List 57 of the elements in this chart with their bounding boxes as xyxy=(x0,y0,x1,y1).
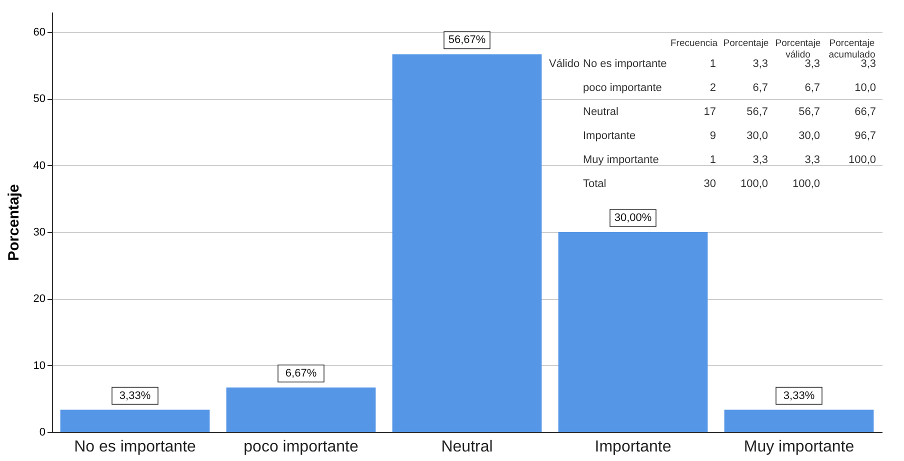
annotation: Válido xyxy=(549,58,580,70)
annotation: Total xyxy=(583,178,606,190)
annotation: 3,3 xyxy=(804,154,820,166)
annotation: 3,3 xyxy=(804,58,820,70)
annotation: Frecuencia xyxy=(670,38,718,49)
y-tick-label: 0 xyxy=(39,426,46,438)
x-tick-label: poco importante xyxy=(244,438,358,456)
annotation: poco importante xyxy=(583,82,662,94)
bar xyxy=(226,388,376,432)
annotation: 3,3 xyxy=(752,58,768,70)
x-tick-label: Neutral xyxy=(441,438,493,456)
y-tick-label: 60 xyxy=(33,26,46,38)
annotation: 96,7 xyxy=(854,130,876,142)
annotation: 30,0 xyxy=(746,130,768,142)
annotation: 17 xyxy=(704,106,716,118)
bar xyxy=(558,232,708,432)
annotation: 6,7 xyxy=(752,82,768,94)
annotation: No es importante xyxy=(583,58,667,70)
annotation: 10,0 xyxy=(854,82,876,94)
annotation: 100,0 xyxy=(792,178,820,190)
annotation: Neutral xyxy=(583,106,618,118)
y-tick-label: 20 xyxy=(33,293,46,306)
annotation: 30,0 xyxy=(798,130,820,142)
annotation: 3,3 xyxy=(860,58,876,70)
y-axis-title: Porcentaje xyxy=(5,184,22,261)
y-tick-label: 40 xyxy=(33,160,46,172)
annotation: Importante xyxy=(583,130,636,142)
annotation: 9 xyxy=(710,130,716,142)
y-tick-label: 30 xyxy=(33,226,46,238)
annotation: 30 xyxy=(704,178,716,190)
annotation: Porcentaje acumulado xyxy=(828,38,876,60)
annotation: 66,7 xyxy=(854,106,876,118)
annotation: 56,7 xyxy=(798,106,820,118)
annotation: 1 xyxy=(710,154,716,166)
annotation: 100,0 xyxy=(848,154,876,166)
y-tick-label: 10 xyxy=(33,360,46,372)
annotation: 3,3 xyxy=(752,154,768,166)
annotation: Muy importante xyxy=(583,154,659,166)
bar xyxy=(724,410,874,432)
bar xyxy=(392,54,542,432)
annotation: 100,0 xyxy=(740,178,768,190)
annotation: Porcentaje xyxy=(723,38,769,49)
annotation: 2 xyxy=(710,82,716,94)
annotation: 6,7 xyxy=(804,82,820,94)
data-label: 3,33% xyxy=(119,390,151,402)
data-label: 6,67% xyxy=(285,368,317,380)
data-label: 30,00% xyxy=(614,212,652,224)
x-tick-label: Muy importante xyxy=(744,438,854,456)
x-tick-label: No es importante xyxy=(74,438,196,456)
annotation: Porcentaje válido xyxy=(775,38,821,60)
annotation: 1 xyxy=(710,58,716,70)
data-label: 3,33% xyxy=(783,390,815,402)
annotation: 56,7 xyxy=(746,106,768,118)
data-label: 56,67% xyxy=(448,34,486,46)
bar xyxy=(60,410,210,432)
y-tick-label: 50 xyxy=(33,93,46,106)
x-tick-label: Importante xyxy=(594,438,672,456)
